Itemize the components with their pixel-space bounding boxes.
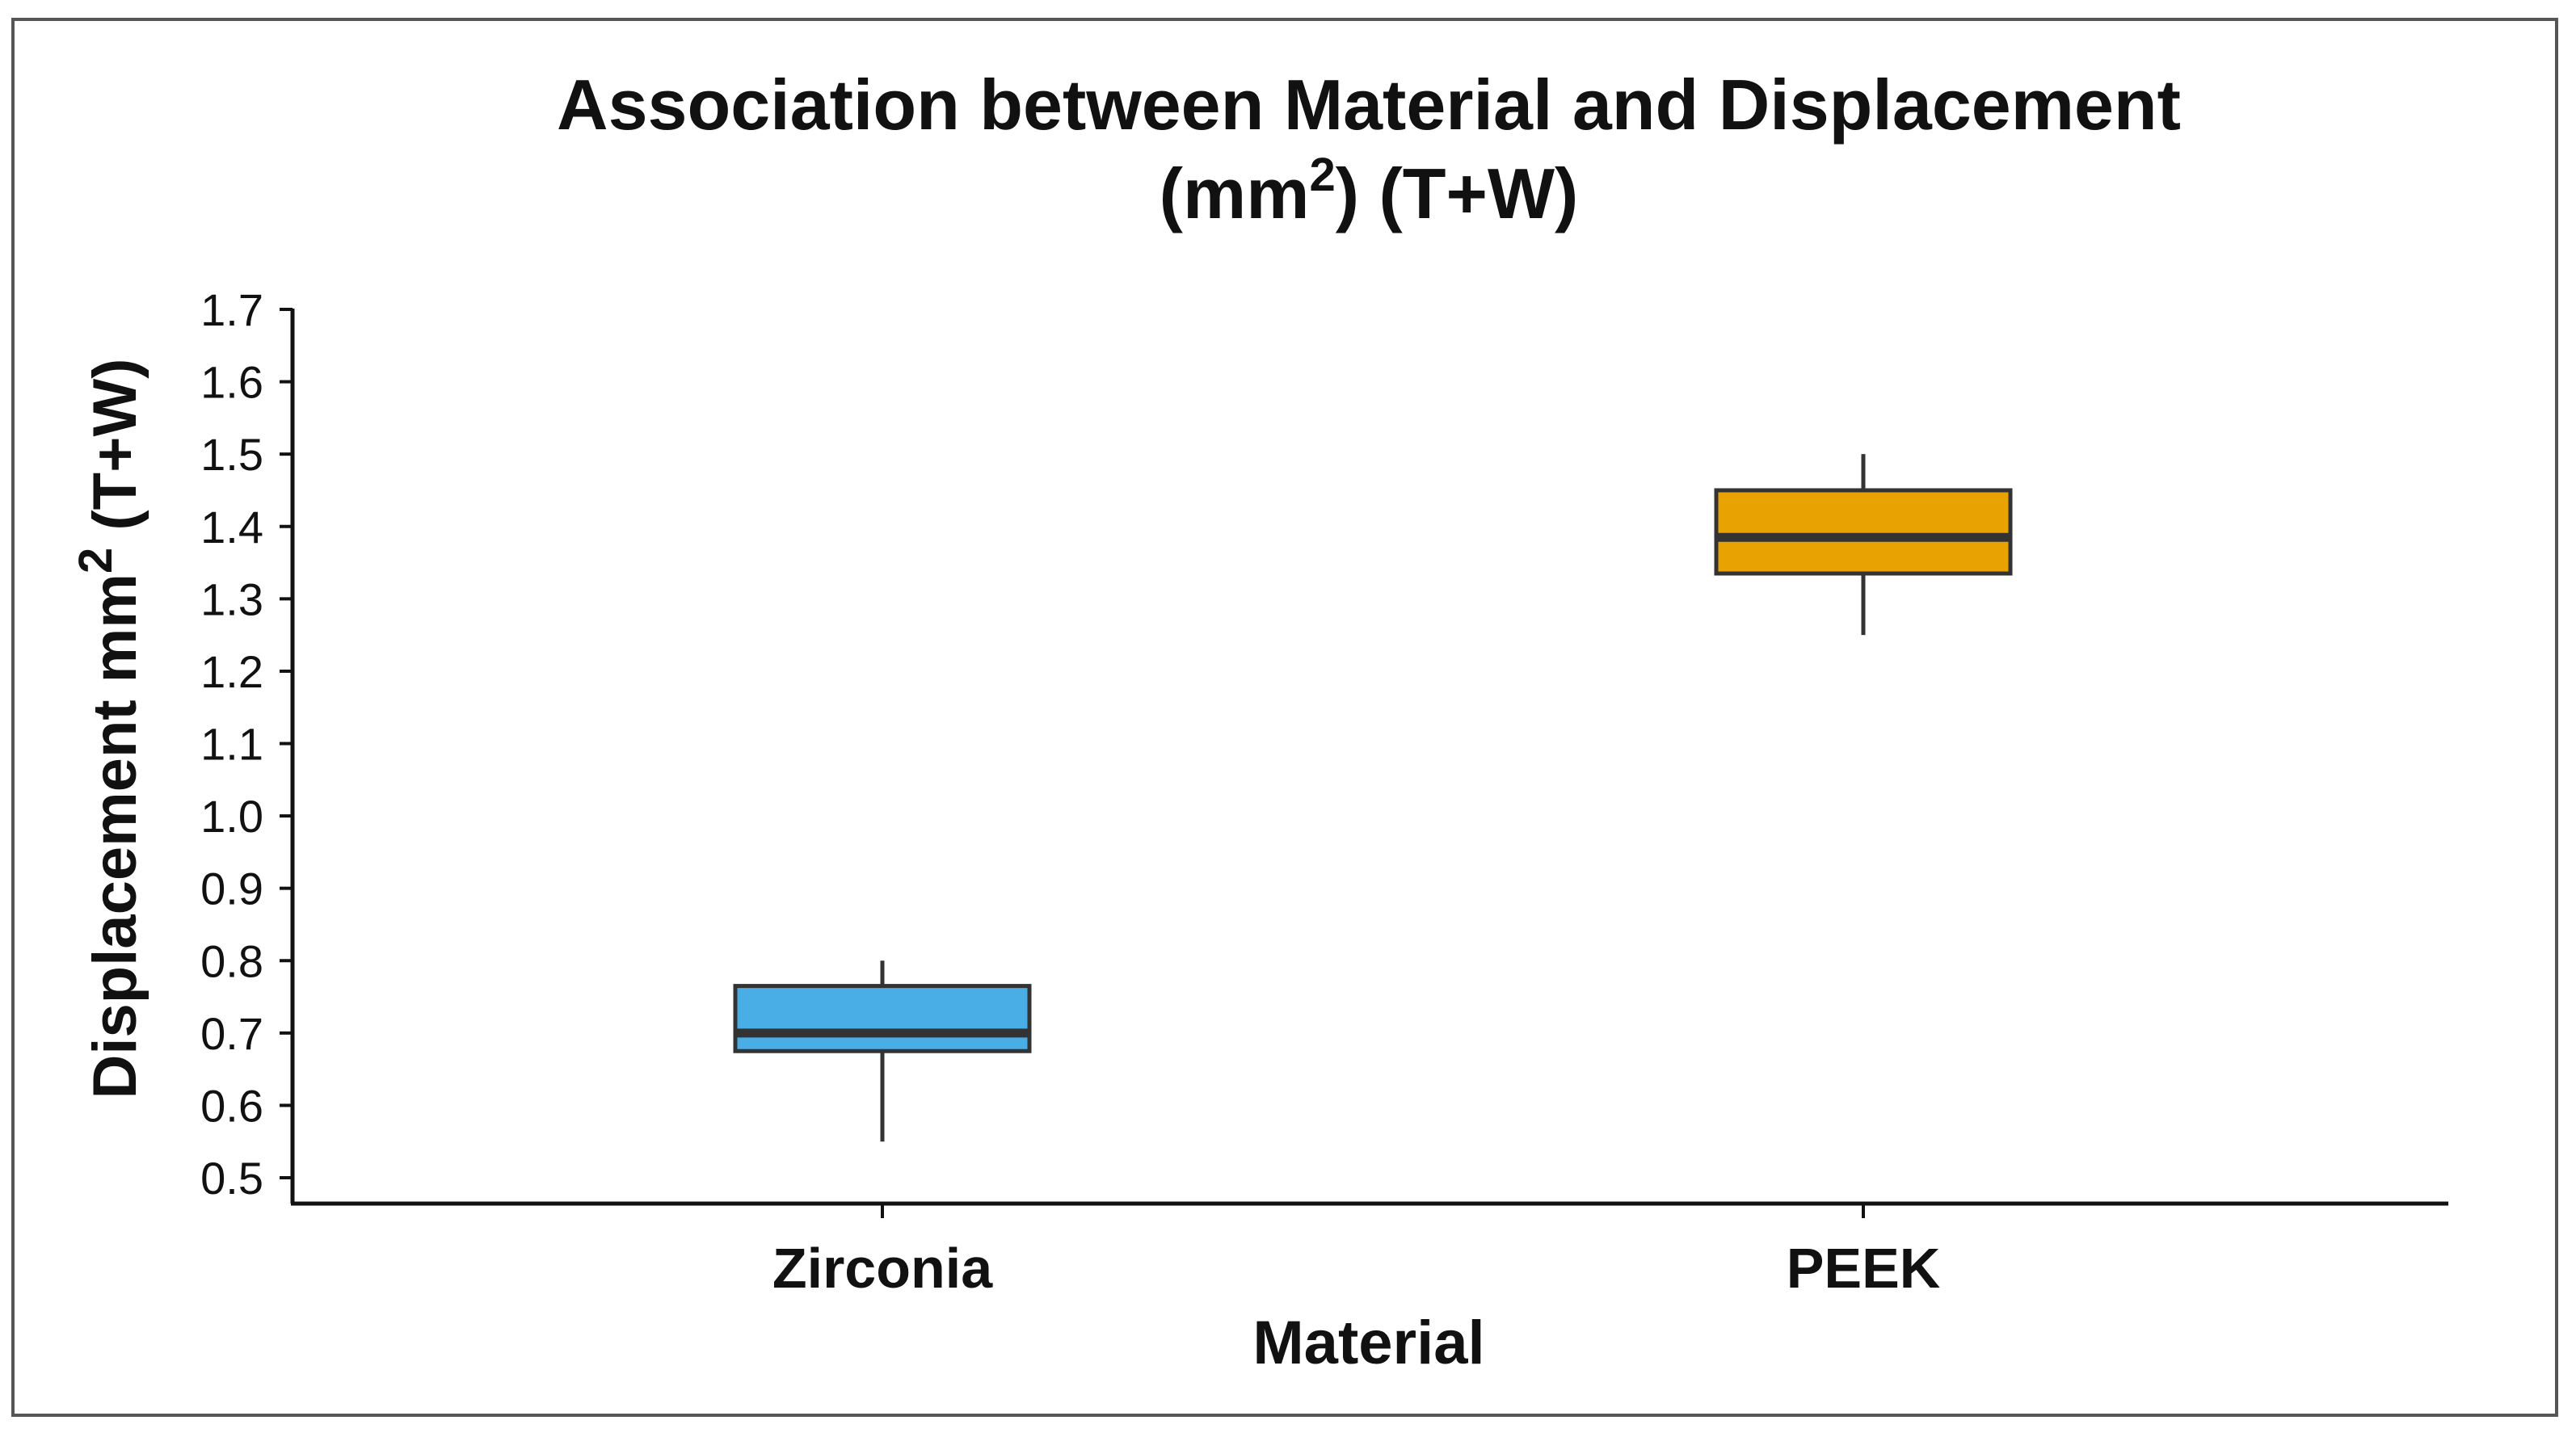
y-tick-label: 0.9 — [200, 864, 263, 914]
y-tick-label: 1.5 — [200, 429, 263, 480]
y-axis-title-sup: 2 — [69, 548, 122, 574]
y-tick-label: 1.1 — [200, 719, 263, 770]
x-tick-label-zirconia: Zirconia — [772, 1237, 993, 1300]
chart-title-line2-sup: 2 — [1309, 149, 1335, 201]
y-tick-label: 1.0 — [200, 791, 263, 842]
y-tick-label: 1.2 — [200, 646, 263, 697]
y-axis-title-post: (T+W) — [81, 359, 149, 548]
y-axis-title-pre: Displacement mm — [81, 574, 149, 1099]
y-tick-label: 0.6 — [200, 1080, 263, 1131]
y-tick-label: 0.7 — [200, 1008, 263, 1059]
box-series — [733, 454, 2013, 1142]
y-tick-label: 1.7 — [200, 284, 263, 335]
y-axis-title: Displacement mm2 (T+W) — [69, 359, 149, 1099]
x-ticks: Zirconia PEEK — [772, 1204, 1940, 1300]
x-tick-label-peek: PEEK — [1787, 1237, 1941, 1300]
chart-frame — [11, 18, 2558, 1417]
box-zirconia — [733, 960, 1032, 1142]
chart-title-line1: Association between Material and Displac… — [557, 65, 2181, 145]
chart-title-line2-post: ) (T+W) — [1336, 153, 1579, 233]
y-tick-label: 1.6 — [200, 357, 263, 408]
x-axis-title: Material — [1252, 1309, 1484, 1377]
y-tick-label: 1.3 — [200, 574, 263, 624]
box-peek — [1714, 454, 2013, 636]
y-tick-label: 1.4 — [200, 502, 263, 553]
iqr-box-zirconia — [733, 984, 1032, 1053]
chart-title-line2: (mm2) (T+W) — [1160, 149, 1579, 233]
y-tick-label: 0.5 — [200, 1153, 263, 1204]
iqr-box-peek — [1714, 488, 2013, 576]
y-tick-label: 0.8 — [200, 935, 263, 986]
y-ticks: 1.7 1.6 1.5 1.4 1.3 1.2 1.1 1.0 0.9 0.8 0.7 0.6 0.5 — [200, 284, 293, 1204]
chart-title-line2-pre: (mm — [1160, 153, 1310, 233]
